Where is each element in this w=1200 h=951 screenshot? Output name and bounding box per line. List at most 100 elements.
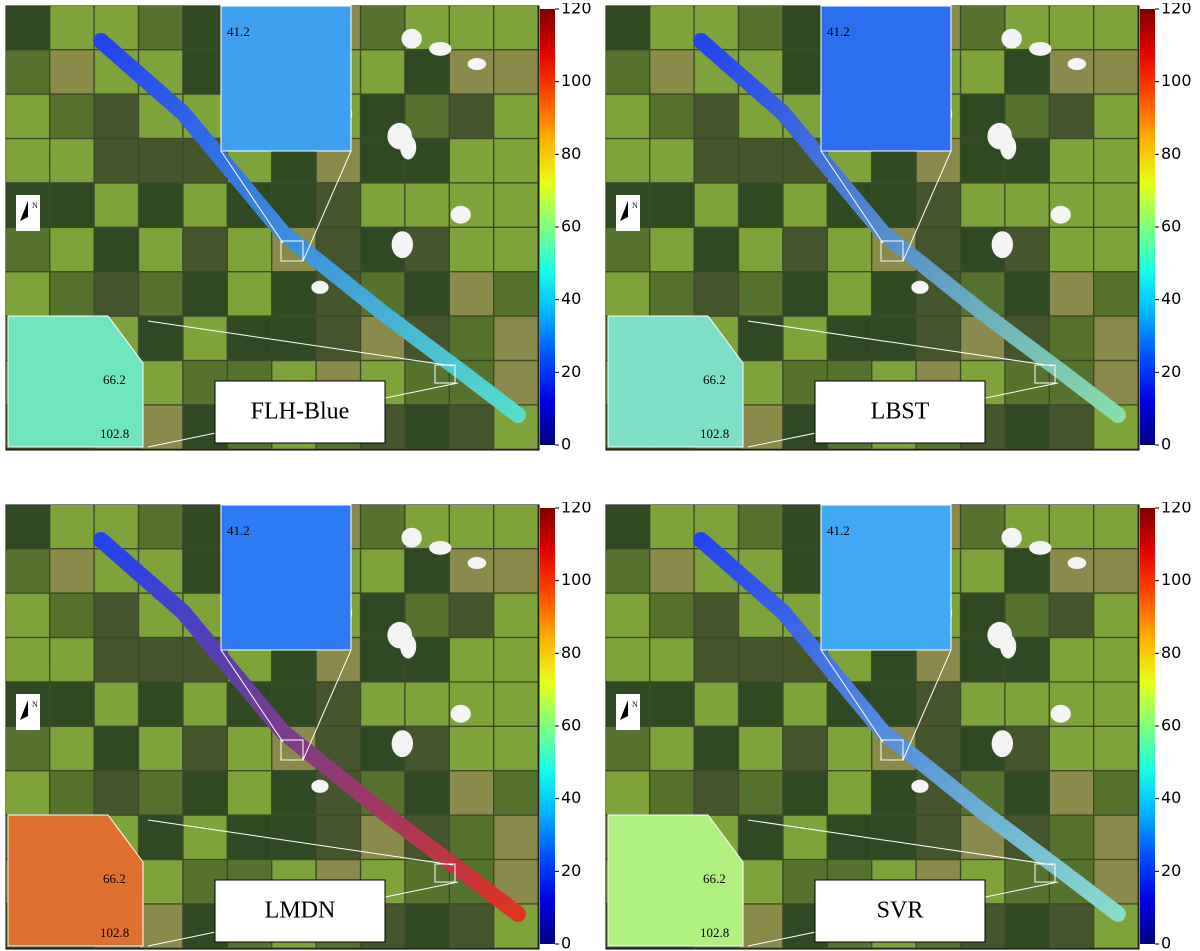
cloud [1001,29,1021,49]
inset-star-label: 66.2 [703,372,726,387]
cloud [429,42,451,56]
inset-star-label: 66.2 [103,372,126,387]
colorbar-tick-label: 0 [1161,934,1171,951]
field [50,228,93,271]
field [6,638,49,681]
field [50,272,93,315]
field [50,50,93,93]
cloud [1001,528,1021,548]
field [139,505,182,548]
colorbar-tick-label: 20 [1161,861,1181,880]
field [450,816,493,859]
field [1094,505,1137,548]
field [961,50,1004,93]
field [494,816,537,859]
field [184,184,227,227]
field [317,816,360,859]
scale-label: 2 km [617,222,638,233]
colorbar-tick-label: 40 [561,289,581,308]
field [739,505,782,548]
field [695,594,738,637]
field [1094,50,1137,93]
field [184,228,227,271]
colorbar [1140,508,1155,944]
field [450,771,493,814]
field [650,272,693,315]
field [450,317,493,360]
cloud [1051,206,1071,224]
colorbar-tick-label: 60 [561,217,581,236]
cloud [987,123,1012,149]
field [695,228,738,271]
panel-label: FLH-Blue [251,399,350,425]
field [139,139,182,182]
field [1006,771,1049,814]
field [1050,139,1093,182]
inset-star-label: 41.2 [827,24,850,39]
field [606,505,649,548]
colorbar-tick-label: 40 [1161,788,1181,807]
field [450,139,493,182]
field [739,905,782,948]
field [1006,549,1049,592]
field [606,95,649,138]
field [50,594,93,637]
map-panel: 41.266.2102.8LMDNN2 km020406080100120 [3,502,600,950]
cloud [311,780,328,793]
field [406,184,449,227]
field [828,228,871,271]
field [228,272,271,315]
field [784,549,827,592]
colorbar-tick-label: 60 [1161,716,1181,735]
field [872,771,915,814]
field [50,184,93,227]
field [961,184,1004,227]
field [139,860,182,903]
field [139,228,182,271]
field [1094,816,1137,859]
field [784,6,827,49]
field [50,727,93,770]
scale-label: 2 km [17,222,38,233]
colorbar-tick-label: 0 [1161,435,1171,452]
field [228,771,271,814]
north-label: N [632,201,638,210]
field [6,727,49,770]
field [184,549,227,592]
inset-star-label: 102.8 [100,426,129,441]
field [695,771,738,814]
colorbar [540,508,555,944]
field [784,50,827,93]
field [739,272,782,315]
colorbar-tick-label: 40 [561,788,581,807]
field [184,6,227,49]
field [139,727,182,770]
field [739,406,782,449]
field [6,549,49,592]
field [739,184,782,227]
cloud [1068,58,1087,70]
field [95,683,138,726]
field [695,727,738,770]
field [361,505,404,548]
field [450,594,493,637]
field [50,505,93,548]
field [317,317,360,360]
cloud [392,730,413,757]
field [450,6,493,49]
field [606,139,649,182]
field [1050,272,1093,315]
field [1094,139,1137,182]
colorbar-tick-label: 120 [561,502,592,517]
field [1094,317,1137,360]
field [361,184,404,227]
scale-label: 2 km [617,721,638,732]
field [739,361,782,404]
field [1050,816,1093,859]
field [494,549,537,592]
field [450,228,493,271]
field [406,771,449,814]
inset-star-label: 102.8 [700,925,729,940]
field [784,727,827,770]
